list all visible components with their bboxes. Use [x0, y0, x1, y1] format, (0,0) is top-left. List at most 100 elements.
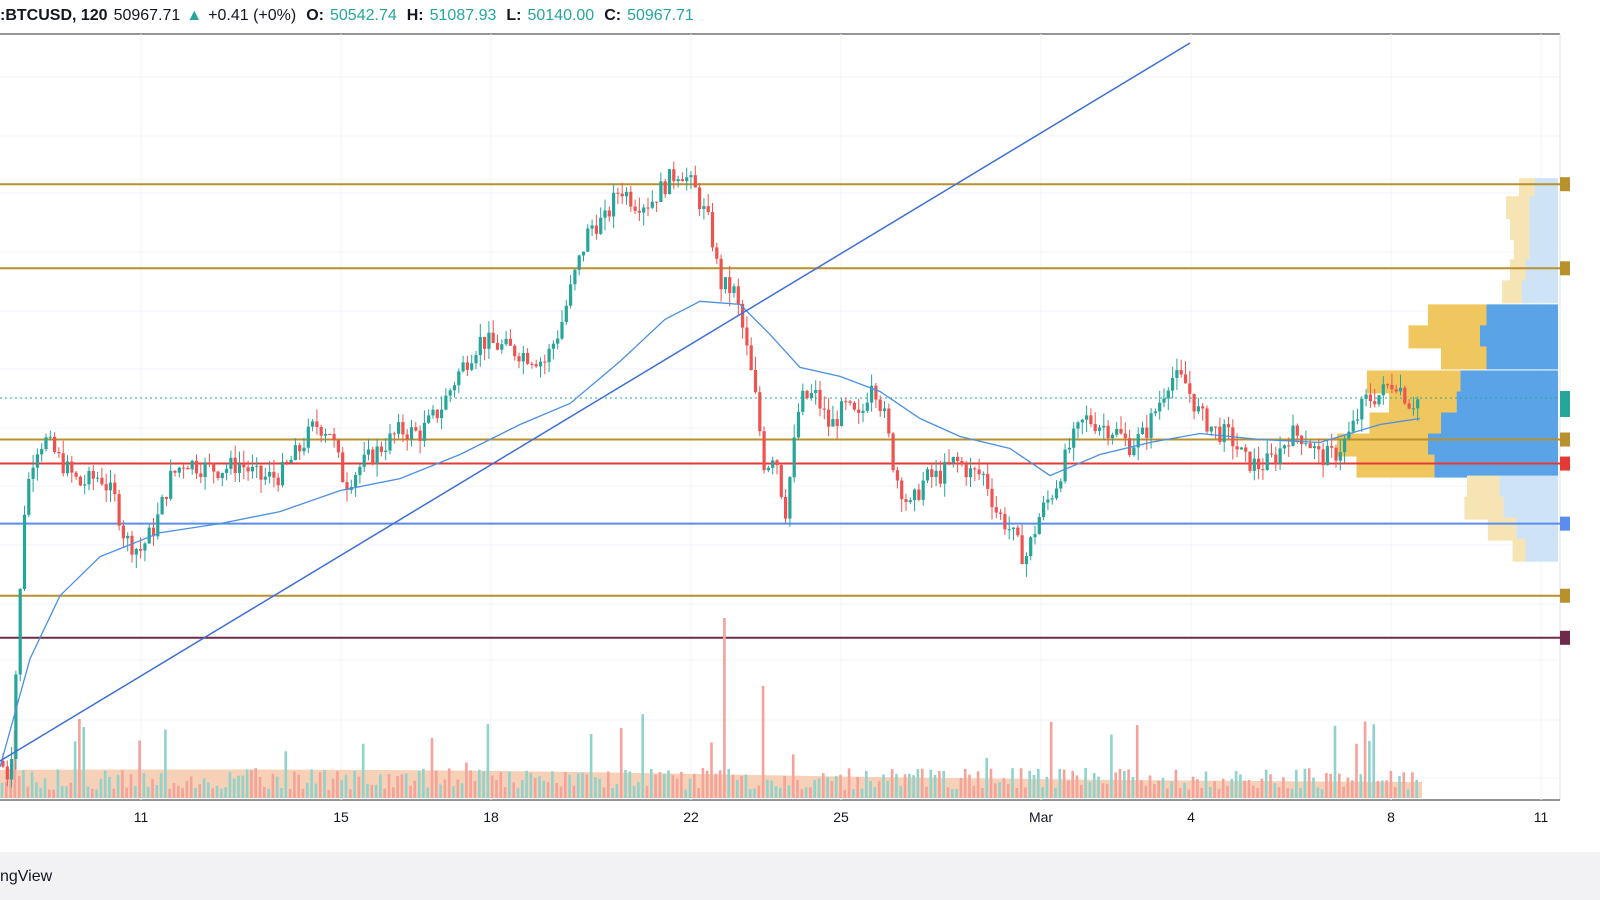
candle-body: [130, 535, 134, 555]
profile-row-up: [1441, 346, 1487, 370]
symbol-legend: :BTCUSD, 120 50967.71 ▲ +0.41 (+0%) O: 50…: [0, 4, 694, 28]
candle-body: [444, 395, 448, 410]
volume-bar: [908, 773, 911, 798]
candle-body: [1076, 422, 1080, 429]
volume-bar: [1411, 772, 1414, 798]
volume-bar: [194, 787, 197, 798]
symbol-label[interactable]: :BTCUSD, 120: [0, 7, 108, 24]
candle-body: [513, 345, 517, 357]
candle-body: [1171, 377, 1175, 391]
profile-row-up: [1513, 238, 1530, 262]
candle-body: [1201, 406, 1205, 409]
volume-bar: [224, 787, 227, 798]
candle-body: [1205, 408, 1209, 432]
volume-bar: [146, 786, 150, 798]
volume-bar: [723, 618, 726, 798]
volume-bar: [1264, 769, 1268, 798]
high-label: H:: [406, 7, 424, 24]
volume-bar: [521, 780, 524, 798]
candle-body: [315, 421, 319, 428]
candle-body: [388, 433, 392, 451]
volume-bar: [26, 786, 30, 798]
candle-body: [766, 467, 770, 471]
volume-bar: [5, 781, 8, 798]
candle-body: [732, 286, 736, 294]
volume-bar: [998, 782, 1001, 798]
candle-body: [250, 466, 254, 472]
volume-bar: [1290, 788, 1294, 798]
candle-body: [1338, 452, 1342, 461]
volume-bar: [1174, 769, 1178, 798]
volume-bar: [946, 787, 950, 798]
trendline[interactable]: [0, 42, 1191, 762]
volume-bar: [1002, 778, 1006, 798]
candle-body: [831, 419, 835, 427]
volume-bar: [456, 779, 460, 798]
candle-body: [723, 277, 727, 290]
volume-bar: [336, 771, 339, 798]
volume-bar: [280, 787, 283, 798]
candle-body: [1059, 481, 1063, 489]
candle-body: [784, 496, 788, 519]
candle-body: [1248, 451, 1252, 471]
volume-bar: [241, 775, 245, 798]
candle-body: [981, 473, 985, 475]
level-price-tag: [1560, 432, 1570, 447]
volume-bar: [39, 787, 42, 798]
volume-bar: [899, 786, 902, 798]
volume-bar: [1252, 785, 1255, 798]
candle-body: [35, 454, 39, 468]
volume-bar: [697, 788, 700, 798]
x-tick-label: 15: [333, 809, 349, 825]
horizontal-levels[interactable]: [0, 183, 1568, 639]
candle-body: [1128, 438, 1132, 456]
candle-body: [706, 206, 710, 213]
candle-body: [1166, 390, 1170, 399]
candle-body: [1403, 387, 1407, 404]
candle-body: [27, 478, 31, 515]
volume-bar: [1200, 787, 1203, 798]
volume-bar: [486, 723, 490, 798]
last-price: 50967.71: [113, 7, 181, 24]
volume-bar: [594, 776, 597, 798]
candle-body: [994, 507, 998, 513]
volume-bar: [912, 775, 915, 798]
volume-bar: [774, 786, 778, 798]
volume-bar: [91, 788, 94, 798]
candle-body: [491, 332, 495, 343]
volume-bar: [1032, 775, 1036, 798]
change-arrow-icon: ▲: [186, 7, 203, 24]
candle-body: [1398, 387, 1403, 392]
candle-body: [1252, 458, 1256, 471]
profile-row-up: [1509, 217, 1530, 241]
candle-body: [1196, 406, 1200, 412]
level-price-tag: [1560, 456, 1570, 471]
volume-bar: [181, 788, 184, 798]
volume-bar: [538, 776, 541, 798]
volume-bar: [422, 768, 425, 798]
volume-bar: [1067, 780, 1070, 798]
candle-body: [564, 305, 568, 323]
candle-body: [186, 467, 190, 470]
volume-bar: [503, 787, 507, 798]
profile-row-up: [1464, 496, 1504, 520]
volume-bar: [430, 737, 434, 798]
candle-body: [702, 206, 706, 210]
volume-bar: [809, 787, 812, 798]
candle-body: [268, 471, 272, 477]
volume-bar: [1080, 784, 1083, 798]
volume-bar: [1234, 770, 1238, 798]
volume-bar: [972, 785, 976, 798]
volume-bar: [1230, 778, 1234, 798]
candle-body: [276, 477, 280, 486]
candle-body: [1235, 446, 1239, 450]
volume-bar: [1286, 788, 1289, 798]
volume-bar: [189, 776, 193, 798]
volume-bar: [344, 774, 348, 798]
x-tick-label: 11: [134, 809, 149, 825]
candle-body: [573, 269, 577, 285]
profile-row-up: [1408, 325, 1480, 349]
candle-body: [508, 338, 512, 346]
volume-bar: [576, 773, 580, 798]
